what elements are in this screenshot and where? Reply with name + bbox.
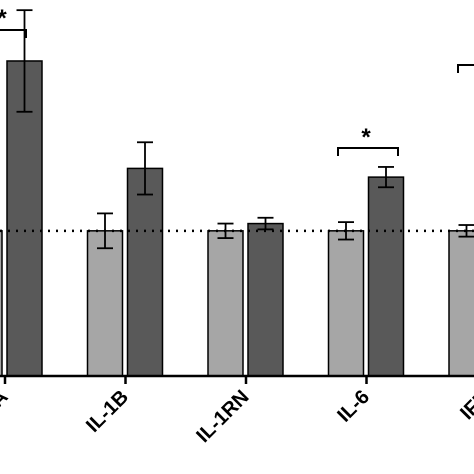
x-tick-label: IL-1B bbox=[82, 386, 133, 437]
error-bar bbox=[378, 166, 394, 189]
significance-bracket bbox=[0, 29, 27, 38]
error-bar bbox=[338, 221, 354, 241]
bar bbox=[86, 230, 124, 377]
bar bbox=[327, 230, 365, 377]
error-bar bbox=[458, 224, 474, 238]
bar bbox=[247, 222, 284, 377]
error-bar bbox=[137, 141, 153, 196]
bar bbox=[126, 167, 164, 377]
significance-label: * bbox=[0, 5, 7, 32]
x-tick-label: IL-1RN bbox=[192, 386, 253, 447]
significance-bracket bbox=[457, 64, 474, 73]
x-tick-label: IL-6 bbox=[333, 386, 374, 427]
bar bbox=[6, 60, 43, 377]
bar bbox=[0, 230, 3, 377]
error-bar bbox=[257, 216, 274, 231]
bar bbox=[367, 176, 405, 377]
bar bbox=[207, 230, 244, 377]
significance-label: * bbox=[361, 124, 371, 151]
significance-bracket bbox=[337, 147, 399, 156]
x-tick-label: A bbox=[0, 386, 13, 412]
x-tick-label: IFN bbox=[456, 386, 474, 424]
bar bbox=[448, 230, 474, 377]
error-bar bbox=[16, 9, 33, 113]
